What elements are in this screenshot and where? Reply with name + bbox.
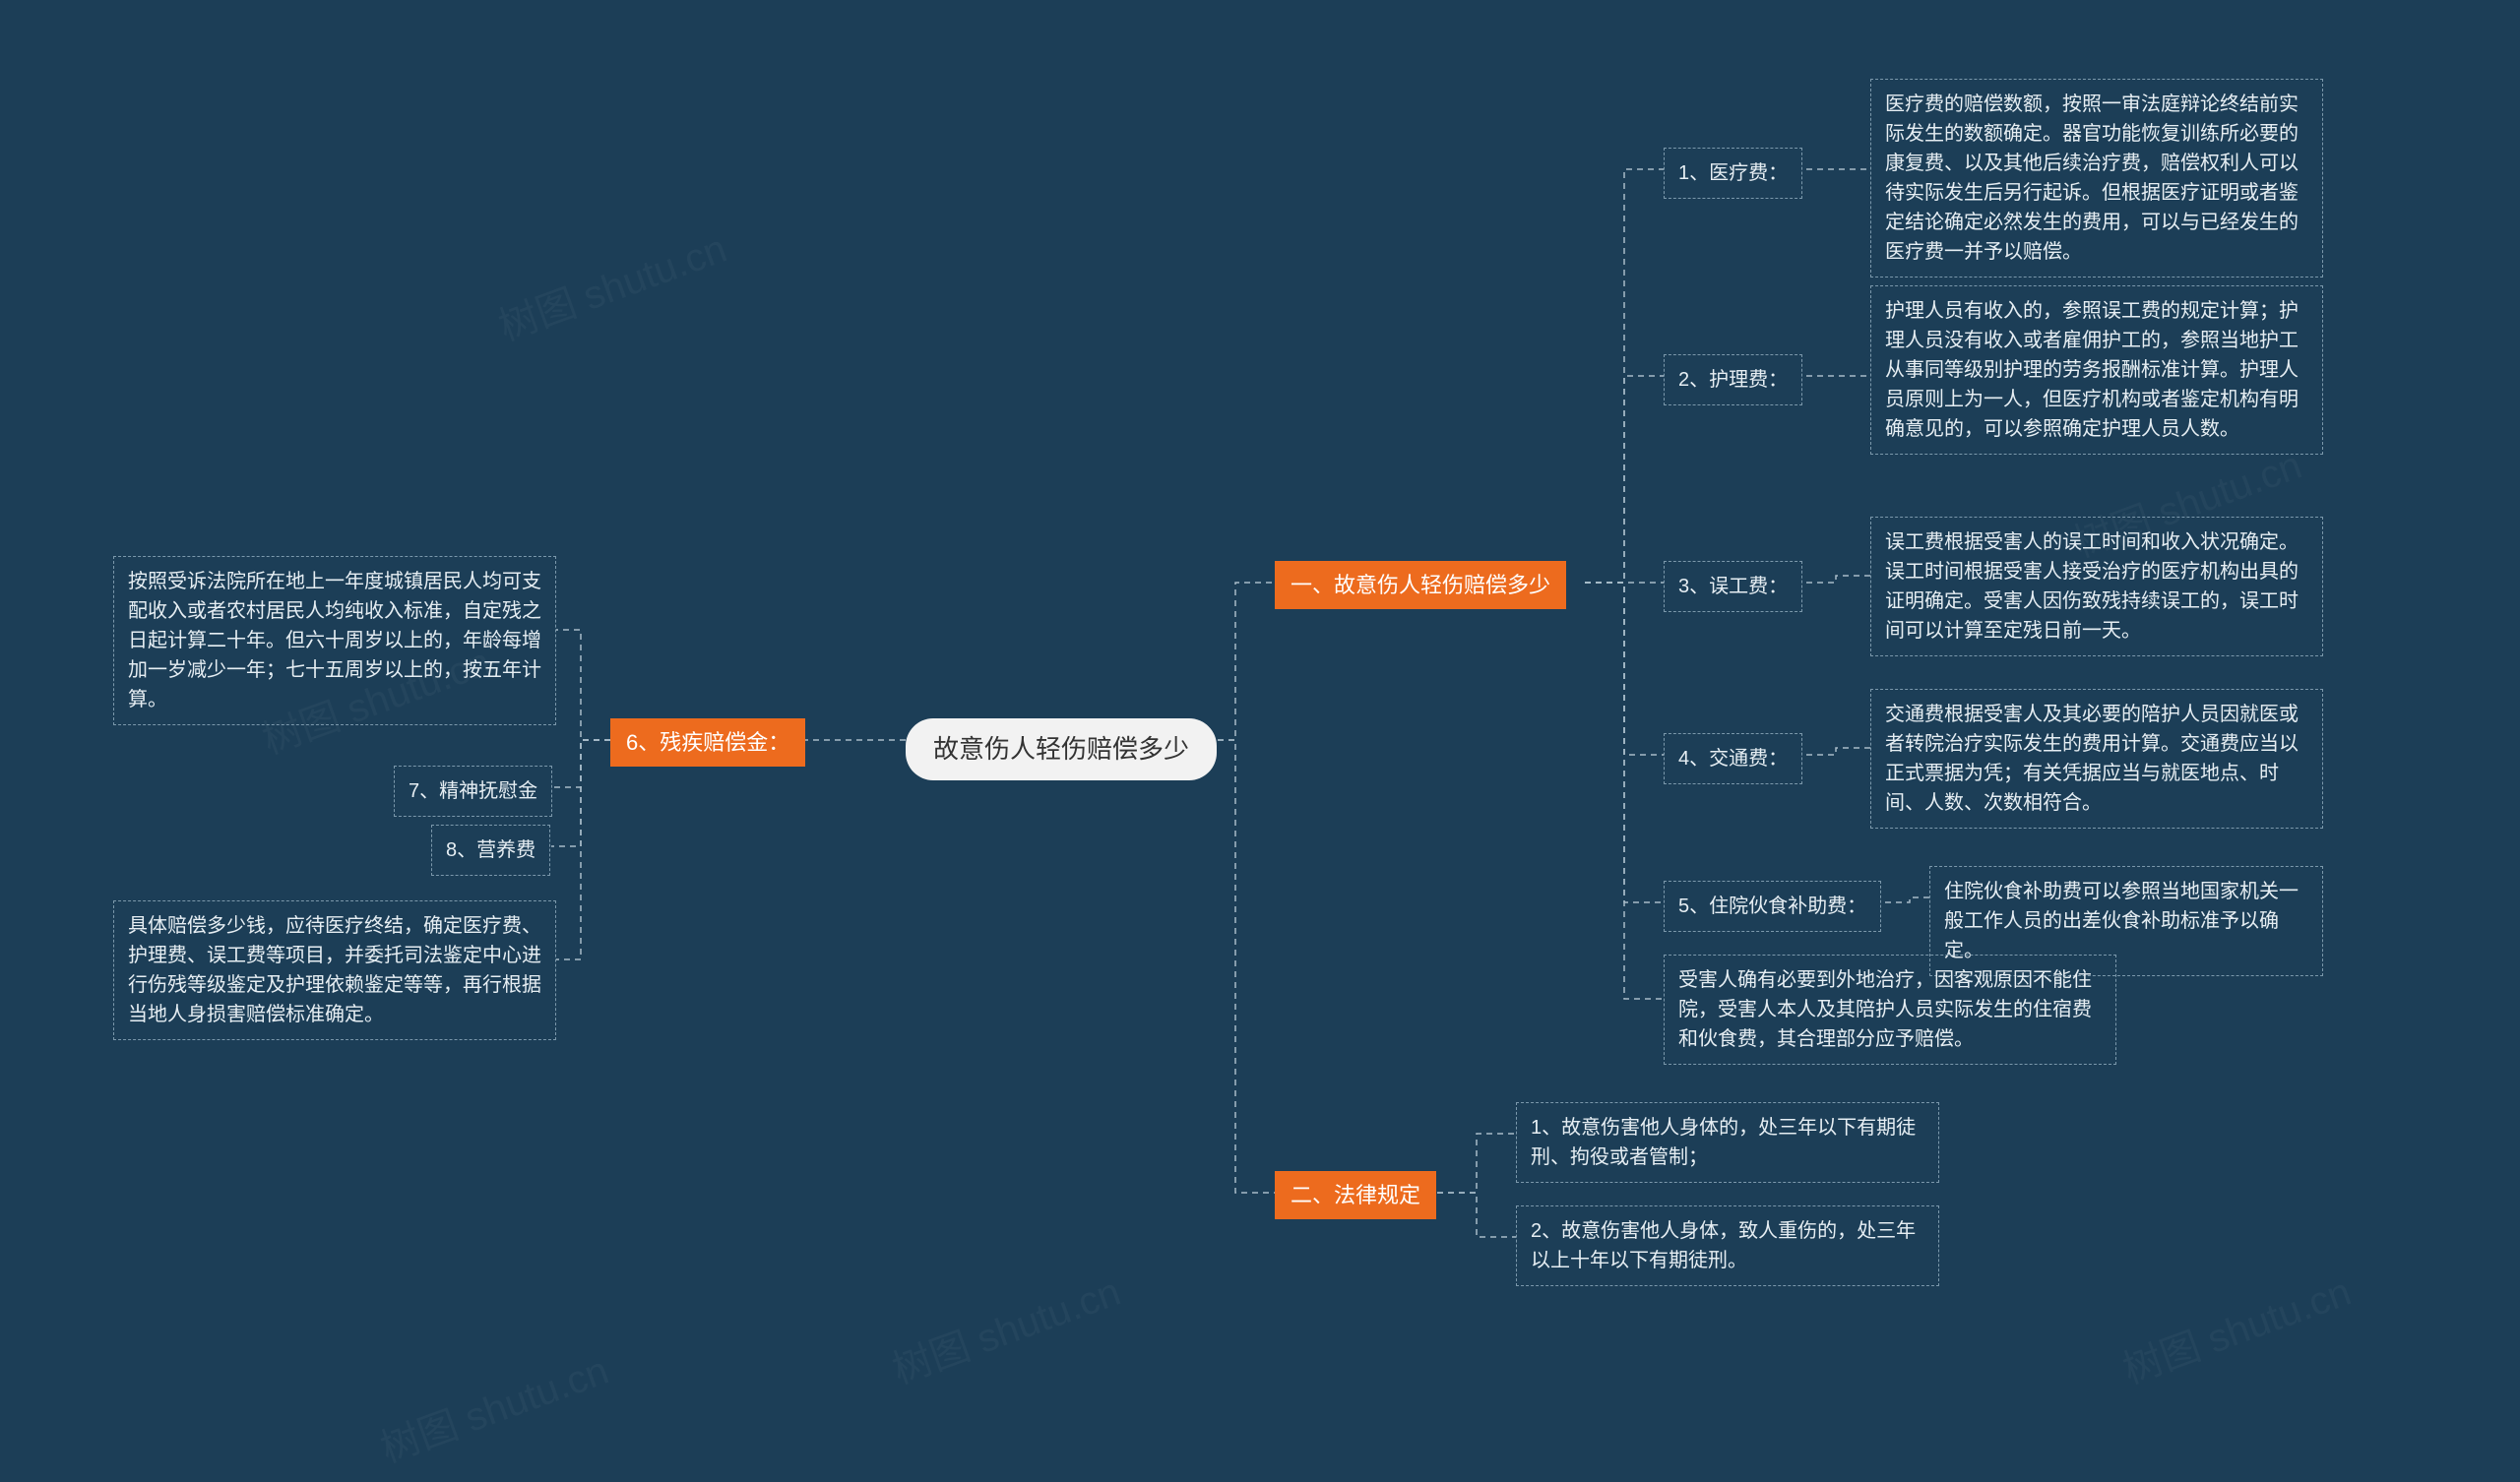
watermark: 树图 shutu.cn [371, 1338, 615, 1473]
item-3-label[interactable]: 3、误工费： [1664, 561, 1802, 612]
section-1[interactable]: 一、故意伤人轻伤赔偿多少 [1275, 561, 1566, 609]
watermark: 树图 shutu.cn [2113, 1260, 2358, 1394]
node-7[interactable]: 7、精神抚慰金 [394, 766, 552, 817]
section2-item-2: 2、故意伤害他人身体，致人重伤的，处三年以上十年以下有期徒刑。 [1516, 1205, 1939, 1286]
item-1-label[interactable]: 1、医疗费： [1664, 148, 1802, 199]
node-8[interactable]: 8、营养费 [431, 825, 550, 876]
section2-item-1: 1、故意伤害他人身体的，处三年以下有期徒刑、拘役或者管制； [1516, 1102, 1939, 1183]
watermark: 树图 shutu.cn [883, 1260, 1127, 1394]
node-6-above: 按照受诉法院所在地上一年度城镇居民人均可支配收入或者农村居民人均纯收入标准，自定… [113, 556, 556, 725]
item-4-detail: 交通费根据受害人及其必要的陪护人员因就医或者转院治疗实际发生的费用计算。交通费应… [1870, 689, 2323, 829]
section1-extra: 受害人确有必要到外地治疗，因客观原因不能住院，受害人本人及其陪护人员实际发生的住… [1664, 955, 2116, 1065]
item-3-detail: 误工费根据受害人的误工时间和收入状况确定。误工时间根据受害人接受治疗的医疗机构出… [1870, 517, 2323, 656]
node-6[interactable]: 6、残疾赔偿金： [610, 718, 805, 767]
item-2-detail: 护理人员有收入的，参照误工费的规定计算；护理人员没有收入或者雇佣护工的，参照当地… [1870, 285, 2323, 455]
watermark: 树图 shutu.cn [489, 216, 733, 351]
item-5-label[interactable]: 5、住院伙食补助费： [1664, 881, 1881, 932]
section-2[interactable]: 二、法律规定 [1275, 1171, 1436, 1219]
node-6-below: 具体赔偿多少钱，应待医疗终结，确定医疗费、护理费、误工费等项目，并委托司法鉴定中… [113, 900, 556, 1040]
item-2-label[interactable]: 2、护理费： [1664, 354, 1802, 405]
item-1-detail: 医疗费的赔偿数额，按照一审法庭辩论终结前实际发生的数额确定。器官功能恢复训练所必… [1870, 79, 2323, 278]
root-node[interactable]: 故意伤人轻伤赔偿多少 [906, 718, 1217, 780]
item-4-label[interactable]: 4、交通费： [1664, 733, 1802, 784]
